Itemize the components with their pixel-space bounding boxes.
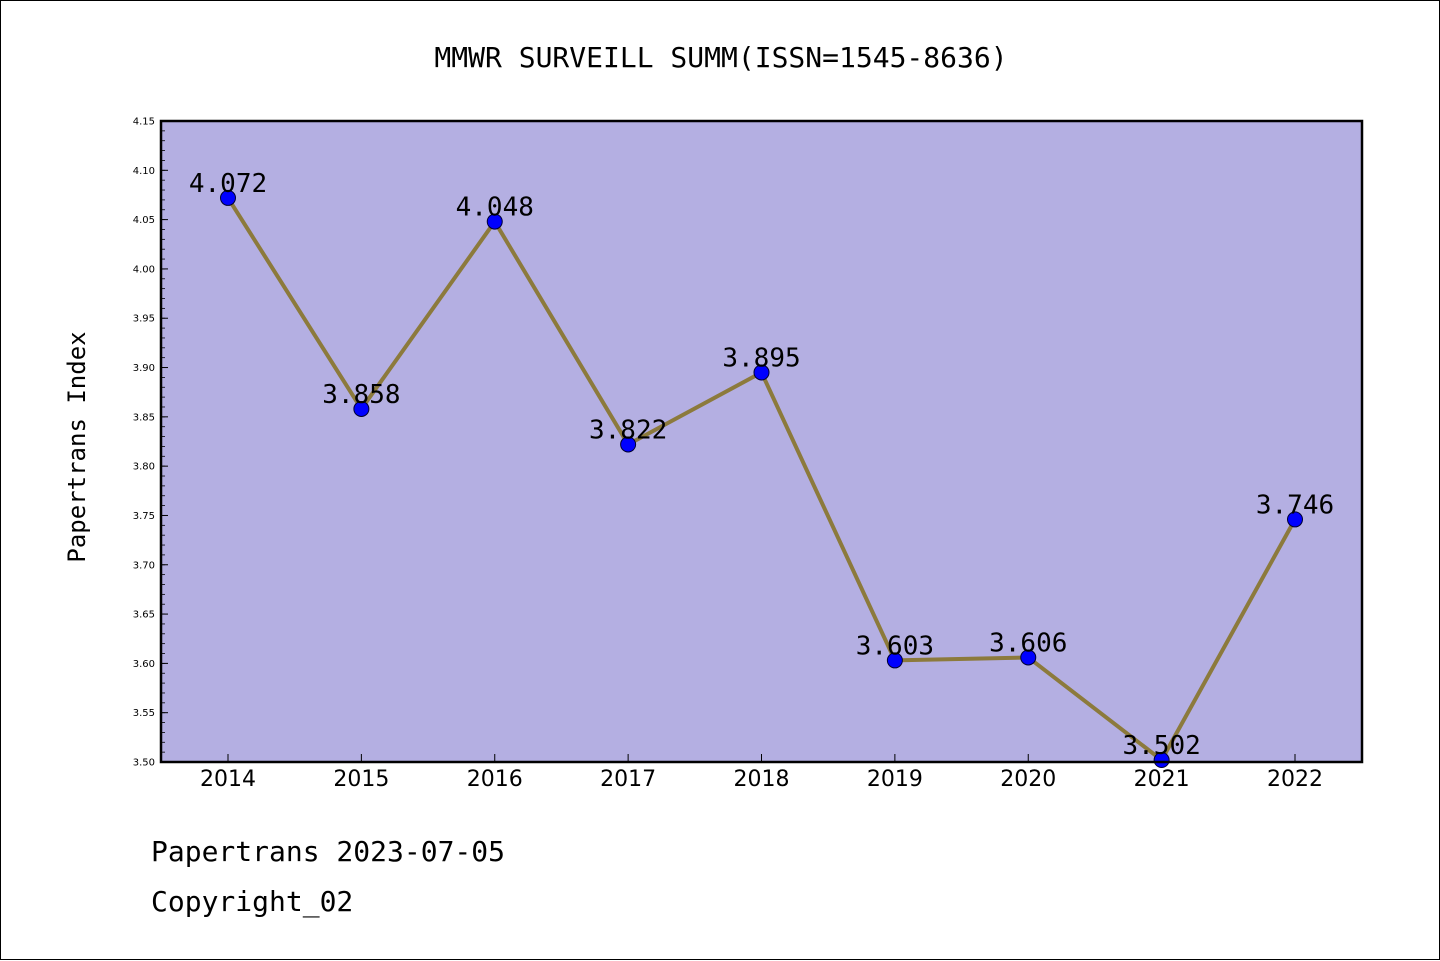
x-tick-label: 2019 bbox=[867, 767, 923, 792]
plot-area bbox=[161, 121, 1362, 762]
x-tick-label: 2016 bbox=[467, 767, 523, 792]
data-label: 4.048 bbox=[456, 193, 534, 223]
data-label: 3.502 bbox=[1122, 731, 1200, 761]
data-point bbox=[1153, 752, 1170, 769]
data-label: 3.895 bbox=[722, 343, 800, 373]
data-point bbox=[1287, 511, 1303, 528]
data-point bbox=[753, 364, 770, 381]
y-tick-label: 4.00 bbox=[133, 264, 155, 275]
series-line-group bbox=[220, 189, 1303, 769]
y-tick-label: 3.60 bbox=[133, 659, 155, 670]
data-point bbox=[1020, 649, 1037, 666]
data-point bbox=[220, 189, 236, 206]
x-tick-label: 2017 bbox=[600, 767, 656, 792]
data-label: 4.072 bbox=[189, 169, 267, 199]
x-tick-label: 2021 bbox=[1134, 767, 1190, 792]
x-tick-label: 2018 bbox=[734, 767, 790, 792]
y-tick-label: 3.55 bbox=[133, 708, 155, 719]
y-tick-label: 3.65 bbox=[133, 610, 155, 621]
data-labels: 4.072 3.858 4.048 3.822 3.895 3.603 3.606 3.502… bbox=[189, 169, 1334, 761]
data-label: 3.746 bbox=[1256, 490, 1334, 520]
x-tick-label: 2014 bbox=[200, 767, 256, 792]
data-label: 3.603 bbox=[856, 631, 934, 661]
data-label: 3.822 bbox=[589, 415, 667, 445]
x-tick-label: 2022 bbox=[1267, 767, 1323, 792]
data-point bbox=[886, 652, 903, 669]
y-tick-label: 3.75 bbox=[133, 511, 155, 522]
y-tick-label: 3.80 bbox=[133, 462, 155, 473]
y-tick-label: 3.85 bbox=[133, 412, 155, 423]
y-axis-label: Papertrans Index bbox=[63, 331, 91, 562]
y-tick-label: 4.10 bbox=[133, 166, 155, 177]
x-tick-label: 2020 bbox=[1000, 767, 1056, 792]
axes: 3.50 3.55 3.60 3.65 3.70 3.75 3.80 3.85 3.90 3.95… bbox=[133, 117, 1323, 793]
data-point bbox=[620, 436, 637, 453]
y-tick-label: 3.95 bbox=[133, 314, 155, 325]
y-tick-label: 3.50 bbox=[133, 758, 155, 769]
y-tick-label: 4.15 bbox=[133, 117, 155, 128]
chart-title: MMWR SURVEILL SUMM(ISSN=1545-8636) bbox=[434, 41, 1007, 74]
footer-date: Papertrans 2023-07-05 bbox=[151, 835, 506, 868]
y-tick-label: 4.05 bbox=[133, 215, 155, 226]
data-point bbox=[486, 213, 503, 230]
data-label: 3.858 bbox=[322, 380, 400, 410]
data-label: 3.606 bbox=[989, 628, 1067, 658]
plot-border bbox=[159, 119, 1364, 764]
y-tick-label: 3.70 bbox=[133, 560, 155, 571]
footer-copyright: Copyright_02 bbox=[151, 885, 354, 918]
data-point bbox=[353, 400, 370, 417]
x-tick-label: 2015 bbox=[333, 767, 389, 792]
y-tick-label: 3.90 bbox=[133, 363, 155, 374]
